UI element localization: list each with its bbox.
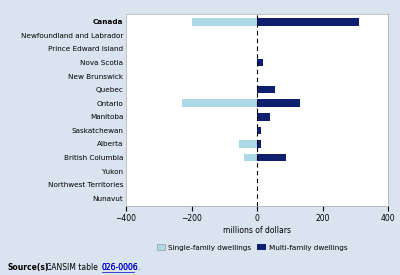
- Bar: [244, 154, 257, 161]
- Bar: [257, 100, 300, 107]
- Bar: [192, 18, 257, 26]
- Legend: Single-family dwellings, Multi-family dwellings: Single-family dwellings, Multi-family dw…: [154, 241, 350, 254]
- Text: CANSIM table: CANSIM table: [46, 263, 100, 272]
- Bar: [257, 86, 259, 94]
- Text: Source(s):: Source(s):: [8, 263, 52, 272]
- Bar: [257, 86, 275, 94]
- Bar: [239, 140, 257, 148]
- Bar: [257, 154, 286, 161]
- X-axis label: millions of dollars: millions of dollars: [223, 226, 291, 235]
- Bar: [257, 126, 261, 134]
- Bar: [257, 140, 261, 148]
- Bar: [182, 100, 257, 107]
- Bar: [257, 113, 260, 120]
- Text: 026-0006: 026-0006: [102, 263, 139, 272]
- Bar: [257, 18, 358, 26]
- Bar: [257, 59, 263, 66]
- Bar: [257, 113, 270, 120]
- Text: 026-0006.: 026-0006.: [102, 263, 141, 272]
